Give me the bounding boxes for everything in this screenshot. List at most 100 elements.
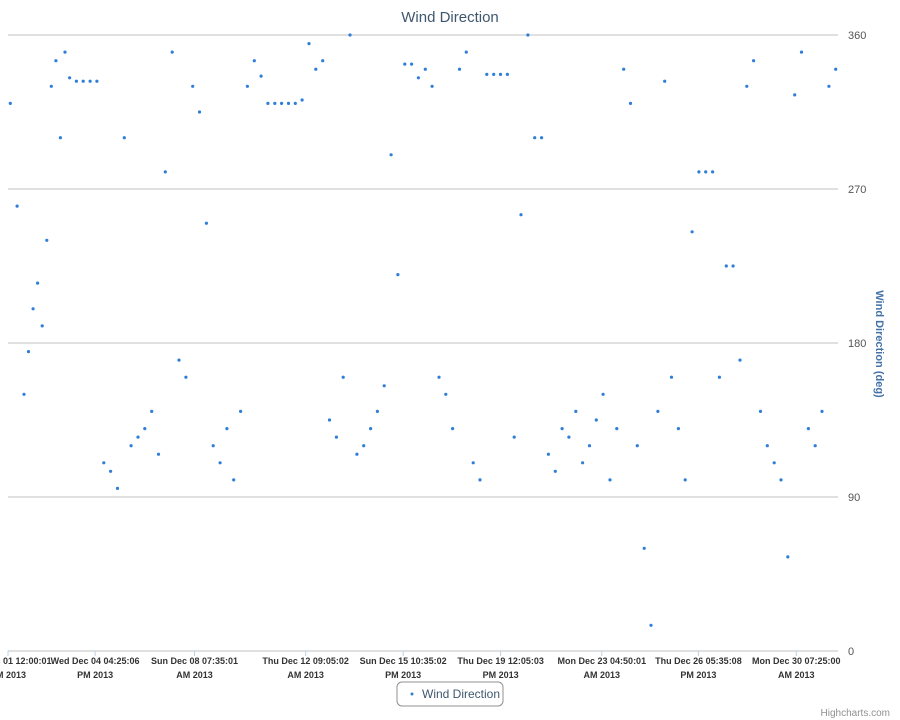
data-point[interactable]	[635, 444, 639, 448]
data-point[interactable]	[232, 478, 236, 482]
data-point[interactable]	[779, 478, 783, 482]
data-point[interactable]	[280, 101, 284, 105]
data-point[interactable]	[26, 350, 31, 354]
data-point[interactable]	[711, 170, 715, 174]
data-point[interactable]	[642, 546, 646, 550]
data-point[interactable]	[300, 98, 304, 102]
data-point[interactable]	[546, 452, 551, 456]
data-point[interactable]	[197, 110, 202, 114]
data-point[interactable]	[437, 375, 441, 379]
data-point[interactable]	[581, 461, 585, 465]
data-point[interactable]	[676, 427, 681, 431]
data-point[interactable]	[574, 409, 578, 413]
data-point[interactable]	[492, 72, 496, 76]
data-point[interactable]	[669, 375, 674, 379]
data-point[interactable]	[772, 461, 776, 465]
data-point[interactable]	[820, 409, 824, 413]
data-point[interactable]	[382, 384, 386, 388]
data-point[interactable]	[177, 358, 181, 362]
data-point[interactable]	[457, 67, 462, 71]
legend-item-wind-direction[interactable]: Wind Direction	[422, 687, 500, 701]
data-point[interactable]	[444, 392, 448, 396]
data-point[interactable]	[587, 444, 592, 448]
data-point[interactable]	[567, 435, 571, 439]
data-point[interactable]	[540, 136, 544, 140]
data-point[interactable]	[348, 33, 352, 37]
data-point[interactable]	[594, 418, 598, 422]
data-point[interactable]	[191, 84, 195, 88]
data-point[interactable]	[690, 230, 694, 234]
data-point[interactable]	[286, 101, 291, 105]
data-point[interactable]	[738, 358, 742, 362]
data-point[interactable]	[40, 324, 44, 328]
data-point[interactable]	[74, 79, 78, 83]
data-point[interactable]	[58, 136, 63, 140]
credits[interactable]: Highcharts.com	[821, 708, 890, 719]
data-point[interactable]	[834, 67, 838, 71]
data-point[interactable]	[334, 435, 338, 439]
data-point[interactable]	[471, 461, 475, 465]
data-point[interactable]	[533, 136, 537, 140]
data-point[interactable]	[252, 59, 256, 63]
data-point[interactable]	[416, 76, 420, 80]
data-point[interactable]	[362, 444, 366, 448]
data-point[interactable]	[526, 33, 530, 37]
data-point[interactable]	[341, 375, 345, 379]
data-point[interactable]	[519, 213, 523, 217]
data-point[interactable]	[307, 42, 311, 46]
data-point[interactable]	[321, 59, 325, 63]
data-point[interactable]	[608, 478, 612, 482]
data-point[interactable]	[410, 62, 414, 66]
data-point[interactable]	[8, 101, 12, 105]
data-point[interactable]	[615, 427, 619, 431]
data-point[interactable]	[211, 444, 215, 448]
data-point[interactable]	[628, 101, 633, 105]
data-point[interactable]	[259, 74, 263, 78]
data-point[interactable]	[68, 76, 72, 80]
data-point[interactable]	[156, 452, 161, 456]
data-point[interactable]	[375, 409, 379, 413]
data-point[interactable]	[806, 427, 811, 431]
data-point[interactable]	[184, 375, 188, 379]
data-point[interactable]	[765, 444, 769, 448]
data-point[interactable]	[485, 72, 489, 76]
data-point[interactable]	[403, 62, 407, 66]
data-point[interactable]	[355, 452, 359, 456]
data-point[interactable]	[827, 84, 831, 88]
data-point[interactable]	[293, 101, 297, 105]
data-point[interactable]	[49, 84, 53, 88]
data-point[interactable]	[95, 79, 99, 83]
data-point[interactable]	[423, 67, 427, 71]
data-point[interactable]	[239, 409, 243, 413]
data-point[interactable]	[560, 427, 564, 431]
data-point[interactable]	[115, 486, 120, 490]
data-point[interactable]	[314, 67, 318, 71]
data-point[interactable]	[36, 281, 40, 285]
data-point[interactable]	[102, 461, 106, 465]
data-point[interactable]	[170, 50, 174, 54]
data-point[interactable]	[505, 72, 509, 76]
data-point[interactable]	[266, 101, 270, 105]
data-point[interactable]	[22, 392, 26, 396]
data-point[interactable]	[451, 427, 455, 431]
data-point[interactable]	[327, 418, 332, 422]
data-point[interactable]	[88, 79, 92, 83]
data-point[interactable]	[389, 153, 393, 157]
data-point[interactable]	[245, 84, 249, 88]
data-point[interactable]	[717, 375, 722, 379]
data-point[interactable]	[464, 50, 468, 54]
data-point[interactable]	[129, 444, 133, 448]
data-point[interactable]	[786, 555, 790, 559]
data-point[interactable]	[54, 59, 58, 63]
legend[interactable]: Wind Direction	[396, 681, 504, 707]
data-point[interactable]	[369, 427, 373, 431]
data-point[interactable]	[109, 469, 113, 473]
data-point[interactable]	[273, 101, 277, 105]
data-point[interactable]	[143, 427, 147, 431]
data-point[interactable]	[31, 307, 35, 311]
data-point[interactable]	[204, 221, 208, 225]
data-point[interactable]	[150, 409, 154, 413]
data-point[interactable]	[136, 435, 140, 439]
data-point[interactable]	[512, 435, 516, 439]
data-point[interactable]	[793, 93, 797, 97]
